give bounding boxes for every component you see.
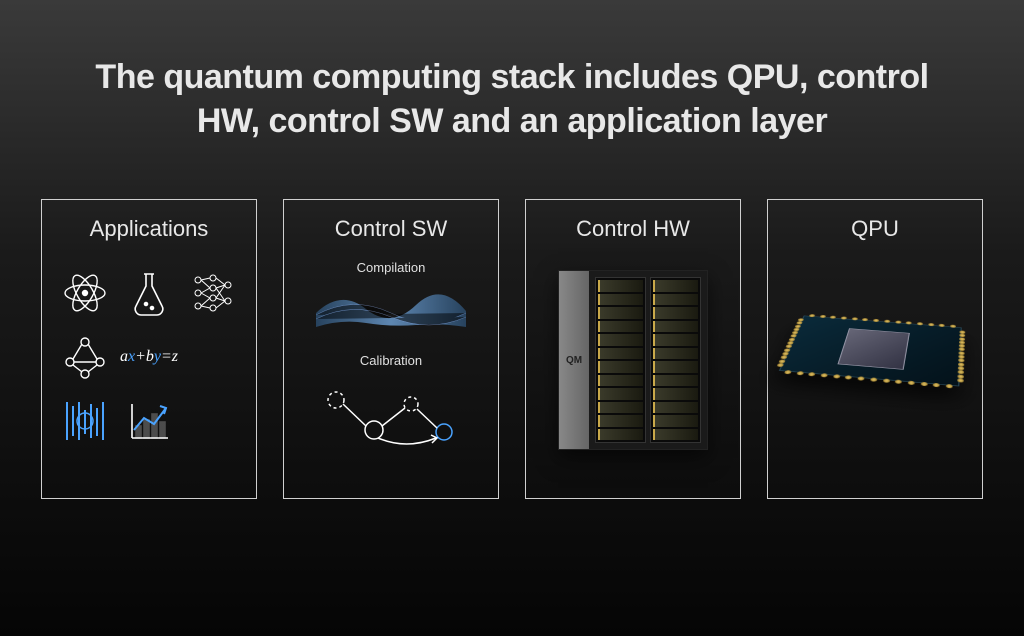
card-title-applications: Applications [90, 216, 209, 242]
headline: The quantum computing stack includes QPU… [0, 0, 1024, 143]
formula-icon: ax+by=z [124, 332, 174, 382]
rack-side-label: QM [559, 271, 589, 449]
compilation-label: Compilation [357, 260, 426, 275]
card-title-qpu: QPU [851, 216, 899, 242]
card-control-sw: Control SW Compilation Calibration [283, 199, 499, 499]
card-applications: Applications [41, 199, 257, 499]
applications-icon-grid: ax+by=z [60, 268, 238, 446]
calibration-label: Calibration [360, 353, 422, 368]
calibration-graph-icon [316, 382, 466, 452]
blank-icon [188, 332, 238, 382]
graph-icon [60, 332, 110, 382]
card-qpu: QPU [767, 199, 983, 499]
server-rack-icon: QM [558, 270, 708, 450]
atom-icon [60, 268, 110, 318]
card-title-control-sw: Control SW [335, 216, 447, 242]
neural-net-icon [188, 268, 238, 318]
flask-icon [124, 268, 174, 318]
card-title-control-hw: Control HW [576, 216, 690, 242]
chart-icon [124, 396, 174, 446]
rack-body [589, 271, 707, 449]
qpu-chip-icon [779, 316, 962, 387]
compilation-wave-icon [316, 283, 466, 331]
card-row: Applications [0, 143, 1024, 499]
card-control-hw: Control HW QM [525, 199, 741, 499]
matrix-icon [60, 396, 110, 446]
